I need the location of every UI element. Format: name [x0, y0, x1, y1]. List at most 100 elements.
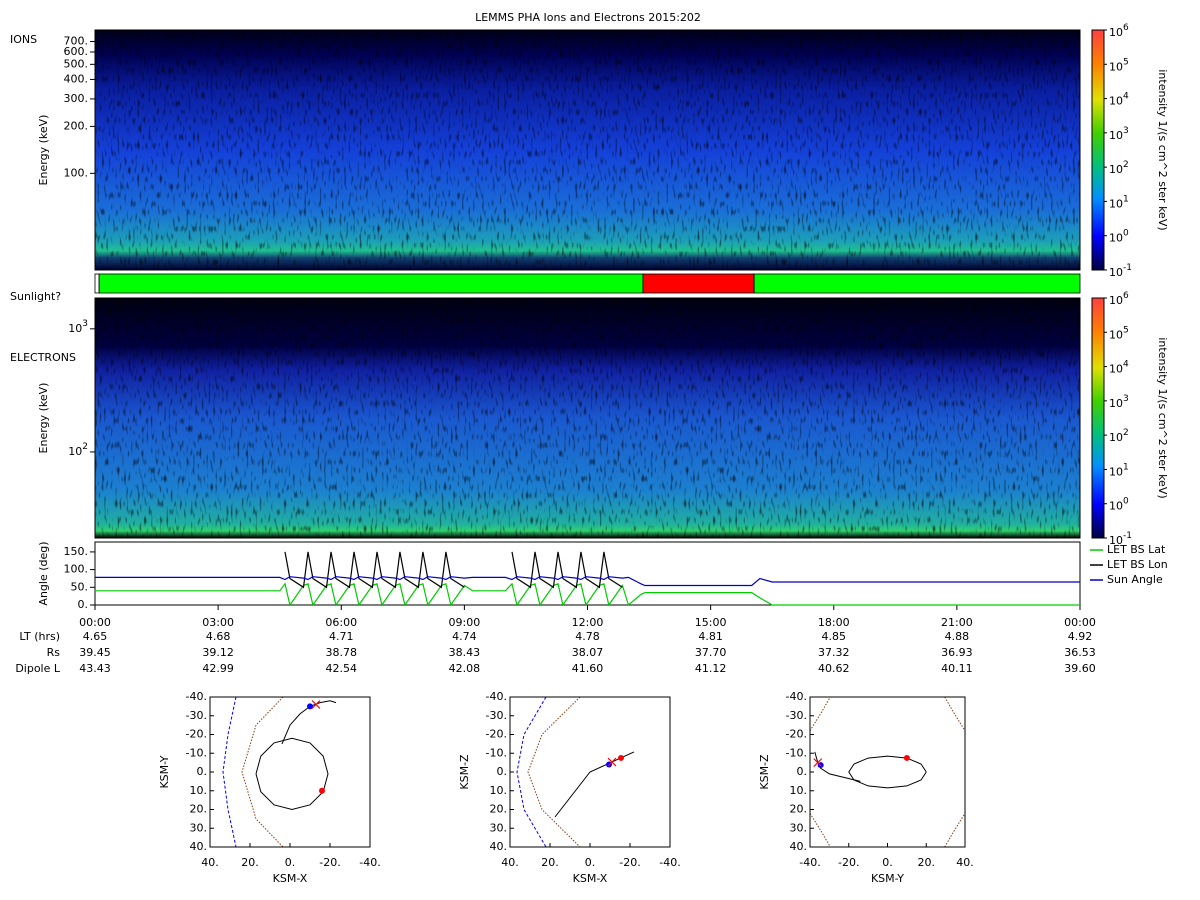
colorbar-tick-label: 100	[1109, 228, 1129, 245]
x-tick-label: 0.	[585, 856, 596, 869]
ephemeris-value: 39.12	[202, 646, 234, 659]
y-axis-label: Energy (keV)	[37, 383, 50, 454]
colorbar-tick-label-base: 10	[1109, 26, 1123, 39]
ephemeris-value: 42.99	[202, 662, 234, 675]
y-tick-label: 20.	[190, 803, 208, 816]
y-tick-label: 0.	[497, 765, 508, 778]
x-tick-label: 0.	[882, 856, 893, 869]
y-tick-label: 40.	[190, 840, 208, 853]
colorbar-tick-label: 100	[1109, 496, 1129, 513]
colorbar-tick-label-exponent: 5	[1123, 57, 1129, 67]
y-tick-label: -10.	[186, 746, 207, 759]
x-tick-label: 00:00	[1064, 616, 1096, 629]
y-tick-label: 20.	[490, 803, 508, 816]
y-tick-label: 500.	[64, 57, 89, 70]
y-axis-label: Energy (keV)	[37, 115, 50, 186]
colorbar-tick-label: 103	[1109, 125, 1129, 142]
x-tick-label: 20.	[918, 856, 936, 869]
colorbar-tick-label-base: 10	[1109, 60, 1123, 73]
colorbar	[1091, 29, 1105, 271]
position-cross	[311, 700, 321, 709]
x-tick-label: 40.	[956, 856, 974, 869]
colorbar-tick-label: 101	[1109, 462, 1129, 479]
ephemeris-value: 4.85	[822, 630, 847, 643]
position-marker	[307, 703, 313, 710]
position-cross	[607, 757, 617, 767]
position-marker	[319, 787, 325, 794]
angle-line	[95, 582, 1080, 607]
legend-label: LET BS Lon	[1107, 558, 1168, 571]
ephemeris-value: 38.43	[449, 646, 481, 659]
colorbar-tick-label-exponent: 0	[1123, 228, 1129, 238]
y-tick-label: 10.	[490, 784, 508, 797]
colorbar-tick-label-base: 10	[1109, 95, 1123, 108]
sunlight-segment	[94, 273, 100, 294]
colorbar-tick-label-base: 10	[1109, 363, 1123, 376]
legend-label: LET BS Lat	[1107, 543, 1166, 556]
x-axis-label: KSM-X	[573, 872, 608, 885]
ephemeris-value: 37.32	[818, 646, 850, 659]
y-tick-label: 100.	[64, 166, 89, 179]
colorbar-tick-label: 104	[1109, 91, 1129, 108]
y-tick-label: 102	[68, 441, 88, 458]
x-tick-label: 21:00	[941, 616, 973, 629]
ephemeris-value: 36.53	[1064, 646, 1096, 659]
sunlight-segment	[753, 273, 1081, 294]
ephemeris-value: 4.81	[698, 630, 723, 643]
ephemeris-value: 42.54	[326, 662, 358, 675]
ephemeris-value: 39.45	[79, 646, 111, 659]
colorbar	[1091, 297, 1105, 539]
ephemeris-label: LT (hrs)	[19, 630, 60, 643]
colorbar-tick-label-exponent: 6	[1123, 291, 1129, 301]
y-tick-label: 50.	[71, 580, 89, 593]
y-tick-label: 20.	[790, 803, 808, 816]
orbit-curve	[241, 697, 284, 847]
colorbar-tick-label-exponent: 0	[1123, 496, 1129, 506]
y-tick-label: 103	[68, 318, 88, 335]
x-tick-label: 06:00	[325, 616, 357, 629]
position-marker	[903, 754, 910, 761]
colorbar-tick-label-base: 10	[1109, 294, 1123, 307]
y-tick-label: -20.	[186, 728, 207, 741]
y-tick-label: -20.	[786, 728, 807, 741]
x-tick-label: 18:00	[818, 616, 850, 629]
position-marker	[618, 754, 624, 761]
y-tick-label-exponent: 3	[82, 318, 88, 328]
y-tick-label: 200.	[64, 119, 89, 132]
colorbar-tick-label-exponent: 3	[1123, 393, 1129, 403]
colorbar-tick-label-base: 10	[1109, 431, 1123, 444]
colorbar-tick-label-base: 10	[1109, 397, 1123, 410]
ephemeris-value: 4.88	[945, 630, 970, 643]
ephemeris-value: 40.11	[941, 662, 973, 675]
legend-label: Sun Angle	[1107, 573, 1163, 586]
colorbar-tick-label-exponent: 1	[1123, 462, 1129, 472]
y-tick-label: 30.	[490, 821, 508, 834]
y-tick-label: 10.	[790, 784, 808, 797]
colorbar-tick-label-exponent: 6	[1123, 23, 1129, 33]
ephemeris-value: 38.78	[326, 646, 358, 659]
sunlight-segment	[98, 273, 644, 294]
orbit-plot	[222, 697, 337, 847]
x-tick-label: 00:00	[79, 616, 111, 629]
ephemeris-value: 43.43	[79, 662, 111, 675]
y-tick-label: -40.	[486, 690, 507, 703]
orbit-curve	[810, 813, 831, 847]
ephemeris-value: 4.74	[452, 630, 477, 643]
x-tick-label: -40.	[359, 856, 380, 869]
colorbar-tick-label: 106	[1109, 23, 1129, 40]
y-tick-label: 150.	[64, 545, 89, 558]
x-tick-label: -20.	[319, 856, 340, 869]
position-cross	[813, 758, 823, 768]
colorbar-tick-label-base: 10	[1109, 534, 1123, 547]
x-tick-label: 03:00	[202, 616, 234, 629]
y-tick-label: 0.	[797, 765, 808, 778]
y-tick-label: 700.	[64, 35, 89, 48]
x-tick-label: 15:00	[695, 616, 727, 629]
ephemeris-value: 38.07	[572, 646, 604, 659]
x-axis-label: KSM-X	[273, 872, 308, 885]
ephemeris-value: 40.62	[818, 662, 850, 675]
y-tick-label: -10.	[786, 746, 807, 759]
y-tick-label: 400.	[64, 72, 89, 85]
colorbar-tick-label-base: 10	[1109, 500, 1123, 513]
colorbar-tick-label: 102	[1109, 428, 1129, 445]
